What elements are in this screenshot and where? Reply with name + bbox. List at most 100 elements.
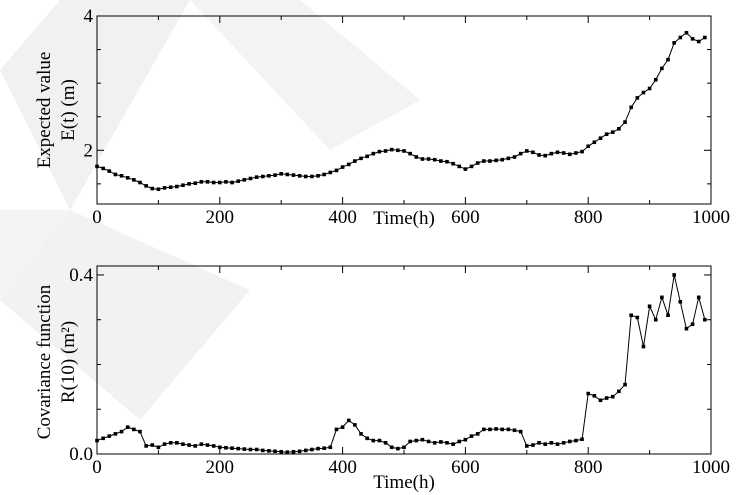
- data-point: [267, 174, 271, 178]
- data-point: [555, 150, 560, 155]
- data-point: [420, 157, 425, 161]
- data-point: [101, 166, 105, 171]
- data-point: [512, 428, 517, 433]
- data-point: [187, 443, 191, 447]
- data-point: [672, 41, 676, 45]
- expected-value-chart: 0 200 400 600 800 1000 2 4 Expected value E(t) …: [34, 6, 730, 229]
- data-point: [340, 165, 345, 169]
- data-point: [316, 446, 320, 451]
- data-point: [690, 322, 695, 326]
- x-tick-label: 1000: [692, 457, 730, 478]
- data-point: [168, 185, 173, 190]
- data-point: [359, 432, 363, 436]
- data-point: [660, 66, 664, 71]
- data-point: [224, 445, 228, 450]
- data-point: [291, 173, 296, 177]
- data-point: [574, 151, 578, 155]
- data-point: [678, 300, 683, 304]
- data-point: [445, 159, 449, 164]
- data-point: [303, 174, 308, 179]
- covariance-ticks: [96, 266, 712, 455]
- data-point: [432, 157, 437, 162]
- data-point: [353, 159, 357, 163]
- data-point: [653, 317, 658, 322]
- data-point: [531, 150, 535, 155]
- data-point: [242, 178, 247, 182]
- data-point: [660, 295, 664, 300]
- data-point: [561, 441, 566, 445]
- data-point: [549, 441, 554, 445]
- data-point: [371, 151, 376, 156]
- data-point: [598, 398, 603, 403]
- data-point: [610, 130, 615, 134]
- data-point: [242, 447, 247, 451]
- data-point: [445, 441, 449, 445]
- data-point: [641, 90, 646, 95]
- data-point: [199, 442, 204, 446]
- data-point: [672, 273, 676, 277]
- x-tick-label: 800: [574, 207, 603, 228]
- data-point: [279, 449, 283, 454]
- data-point: [647, 86, 652, 91]
- x-tick-label: 400: [328, 457, 357, 478]
- data-point: [457, 439, 462, 444]
- data-point: [230, 446, 234, 450]
- data-point: [383, 441, 388, 445]
- data-point: [248, 447, 253, 452]
- data-point: [211, 180, 216, 185]
- data-point: [383, 149, 388, 153]
- data-point: [95, 438, 99, 443]
- data-point: [402, 149, 406, 153]
- x-tick-label: 200: [206, 207, 235, 228]
- data-point: [260, 448, 265, 453]
- data-point: [451, 161, 455, 166]
- data-point: [125, 425, 130, 429]
- data-point: [211, 444, 216, 448]
- data-point: [500, 427, 505, 432]
- x-tick-label: 0: [92, 207, 102, 228]
- data-point: [107, 169, 112, 173]
- data-point: [316, 174, 320, 178]
- data-point: [512, 155, 517, 159]
- data-point: [181, 442, 185, 446]
- data-point: [635, 96, 640, 100]
- data-point: [230, 180, 234, 185]
- data-point: [506, 427, 511, 432]
- data-point: [254, 175, 259, 179]
- expected-value-y-axis-label: Expected value: [34, 52, 55, 169]
- data-point: [463, 167, 468, 171]
- data-point: [193, 181, 198, 185]
- data-point: [629, 105, 633, 110]
- data-point: [156, 445, 161, 450]
- data-point: [389, 147, 394, 152]
- data-point: [101, 436, 105, 441]
- data-point: [402, 445, 406, 450]
- series-line: [96, 274, 706, 453]
- data-point: [310, 174, 314, 179]
- data-point: [580, 149, 584, 154]
- data-point: [340, 425, 345, 429]
- data-point: [586, 144, 590, 149]
- data-point: [396, 446, 400, 451]
- data-point: [488, 159, 492, 163]
- data-point: [125, 176, 130, 180]
- data-point: [175, 441, 179, 445]
- data-point: [132, 178, 136, 182]
- data-point: [696, 39, 701, 44]
- data-point: [365, 436, 369, 441]
- data-point: [175, 184, 179, 189]
- covariance-plot-frame: [96, 265, 712, 455]
- data-point: [629, 313, 633, 318]
- expected-value-tick-labels: 0 200 400 600 800 1000 2 4: [84, 6, 731, 228]
- data-point: [567, 439, 572, 444]
- data-point: [113, 432, 118, 436]
- data-point: [469, 164, 474, 169]
- data-point: [346, 418, 351, 423]
- data-point: [432, 441, 437, 445]
- data-point: [107, 434, 112, 438]
- data-point: [604, 132, 609, 136]
- data-point: [285, 450, 290, 455]
- data-point: [291, 449, 296, 454]
- covariance-x-axis-label: Time(h): [373, 472, 435, 493]
- data-point: [703, 35, 707, 40]
